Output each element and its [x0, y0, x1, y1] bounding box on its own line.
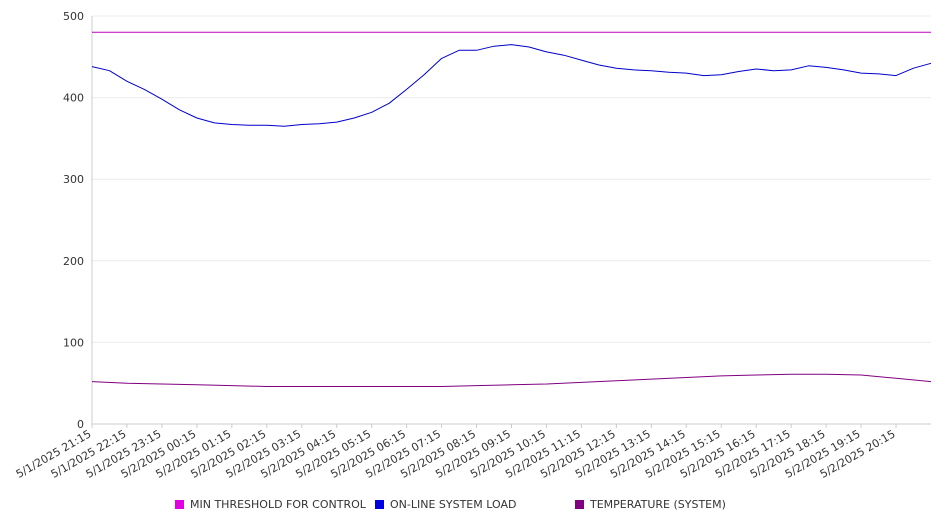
legend-swatch-system-load — [375, 500, 384, 509]
grid-lines — [92, 15, 931, 343]
series-lines — [91, 31, 932, 387]
y-tick-label: 0 — [77, 418, 84, 431]
legend-swatch-min-threshold — [175, 500, 184, 509]
legend-item-temperature: TEMPERATURE (SYSTEM) — [575, 498, 726, 511]
y-tick-label: 100 — [63, 336, 84, 349]
y-tick-label: 200 — [63, 255, 84, 268]
y-tick-label: 400 — [63, 92, 84, 105]
series-line-system-load — [91, 44, 932, 127]
y-axis-ticks: 0 100 200 300 400 500 — [63, 10, 84, 431]
axes — [91, 16, 931, 425]
legend-label-temperature: TEMPERATURE (SYSTEM) — [590, 498, 726, 511]
legend-item-min-threshold: MIN THRESHOLD FOR CONTROL — [175, 498, 366, 511]
legend-item-system-load: ON-LINE SYSTEM LOAD — [375, 498, 516, 511]
series-line-temperature — [91, 373, 932, 387]
legend: MIN THRESHOLD FOR CONTROL ON-LINE SYSTEM… — [0, 498, 946, 514]
legend-label-system-load: ON-LINE SYSTEM LOAD — [390, 498, 517, 511]
legend-swatch-temperature — [575, 500, 584, 509]
x-axis-ticks: 5/1/2025 21:155/1/2025 22:155/1/2025 23:… — [14, 424, 898, 481]
y-tick-label: 300 — [63, 173, 84, 186]
legend-label-min-threshold: MIN THRESHOLD FOR CONTROL — [190, 498, 366, 511]
y-tick-label: 500 — [63, 10, 84, 23]
